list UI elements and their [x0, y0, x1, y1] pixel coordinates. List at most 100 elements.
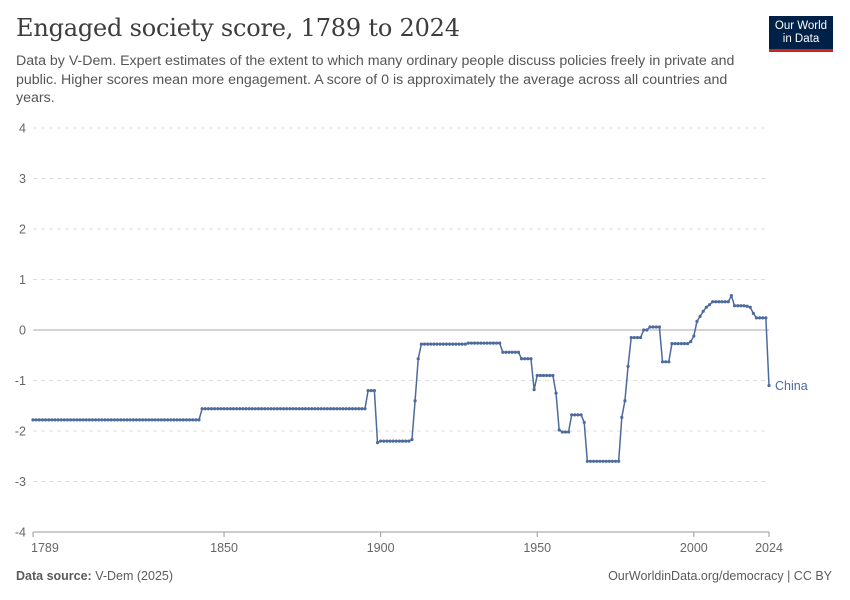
data-point [473, 341, 477, 345]
data-point [379, 439, 383, 443]
data-point [291, 407, 295, 411]
y-tick-label: 1 [19, 273, 26, 287]
data-point [385, 439, 389, 443]
data-point [642, 328, 646, 332]
data-point [222, 407, 226, 411]
data-point [545, 373, 549, 378]
data-point [685, 342, 690, 346]
data-point [87, 418, 91, 422]
y-tick-label: 2 [19, 223, 26, 237]
data-point [260, 407, 264, 411]
data-point [228, 407, 232, 411]
data-point [313, 407, 317, 411]
data-point [745, 304, 749, 308]
data-point [310, 407, 314, 411]
data-point [40, 418, 45, 422]
data-point [115, 418, 120, 422]
data-point [366, 389, 370, 393]
data-point [94, 418, 98, 422]
data-point [576, 413, 580, 417]
data-point [307, 407, 311, 411]
data-point [551, 373, 555, 378]
data-source-value: V-Dem (2025) [95, 569, 174, 583]
data-point [216, 407, 220, 411]
data-point [601, 459, 605, 463]
x-tick-label: 1789 [31, 541, 59, 555]
x-tick-label: 1900 [367, 541, 395, 555]
owid-logo[interactable]: Our World in Data [769, 16, 833, 52]
data-point [689, 340, 693, 344]
owid-link[interactable]: OurWorldinData.org/democracy | CC BY [608, 569, 832, 583]
data-point [97, 418, 101, 422]
data-point [72, 418, 76, 422]
data-point [272, 407, 276, 411]
data-point [382, 439, 386, 443]
data-point [758, 316, 762, 320]
data-point [84, 418, 88, 422]
data-point [156, 418, 160, 422]
data-point [441, 342, 445, 346]
data-point [607, 459, 611, 463]
data-point [112, 418, 117, 422]
data-point [206, 407, 210, 411]
data-point [47, 418, 51, 422]
series-label-china: China [775, 379, 808, 393]
data-point [463, 342, 467, 346]
data-point [617, 459, 621, 463]
data-point [281, 407, 286, 411]
data-point [563, 430, 568, 434]
data-point [629, 335, 633, 340]
data-point [651, 325, 655, 329]
data-point [363, 407, 367, 411]
data-point [225, 407, 229, 411]
data-point [350, 407, 355, 411]
data-point [429, 342, 433, 346]
series-line[interactable] [33, 294, 770, 463]
data-point [432, 342, 436, 346]
data-point [488, 341, 492, 345]
data-point [332, 407, 336, 411]
data-point [657, 325, 661, 329]
data-point [144, 418, 148, 422]
data-point [457, 342, 461, 346]
data-point [150, 418, 154, 422]
data-point [65, 418, 70, 422]
data-point [682, 342, 687, 346]
data-point [422, 342, 427, 346]
data-point [404, 439, 408, 443]
data-point [247, 407, 251, 411]
data-point [538, 373, 542, 378]
data-point [391, 439, 395, 443]
data-point [767, 383, 771, 388]
data-point [90, 418, 95, 422]
data-point [519, 357, 524, 361]
x-axis: 1789 1850 1900 1950 2000 2024 [31, 531, 783, 555]
data-point [670, 342, 674, 346]
data-point [460, 342, 464, 346]
data-point [134, 418, 138, 422]
data-point [548, 373, 552, 378]
data-point [717, 300, 721, 304]
data-point [585, 459, 589, 463]
data-point [704, 305, 708, 309]
data-point [557, 428, 561, 432]
data-source: Data source: V-Dem (2025) [16, 569, 173, 583]
data-point [253, 407, 257, 411]
data-point [532, 387, 536, 392]
data-point [613, 459, 618, 463]
data-point [736, 304, 740, 308]
data-point [128, 418, 132, 422]
data-point [739, 304, 743, 308]
data-point [59, 418, 63, 422]
data-point [175, 418, 179, 422]
data-point [234, 407, 239, 411]
data-point [159, 418, 164, 422]
data-point [119, 418, 123, 422]
data-point [419, 342, 423, 346]
data-point [501, 350, 505, 354]
data-point [178, 418, 182, 422]
data-point [754, 316, 759, 320]
data-point [109, 418, 113, 422]
data-point [338, 407, 342, 411]
data-point [692, 334, 696, 338]
